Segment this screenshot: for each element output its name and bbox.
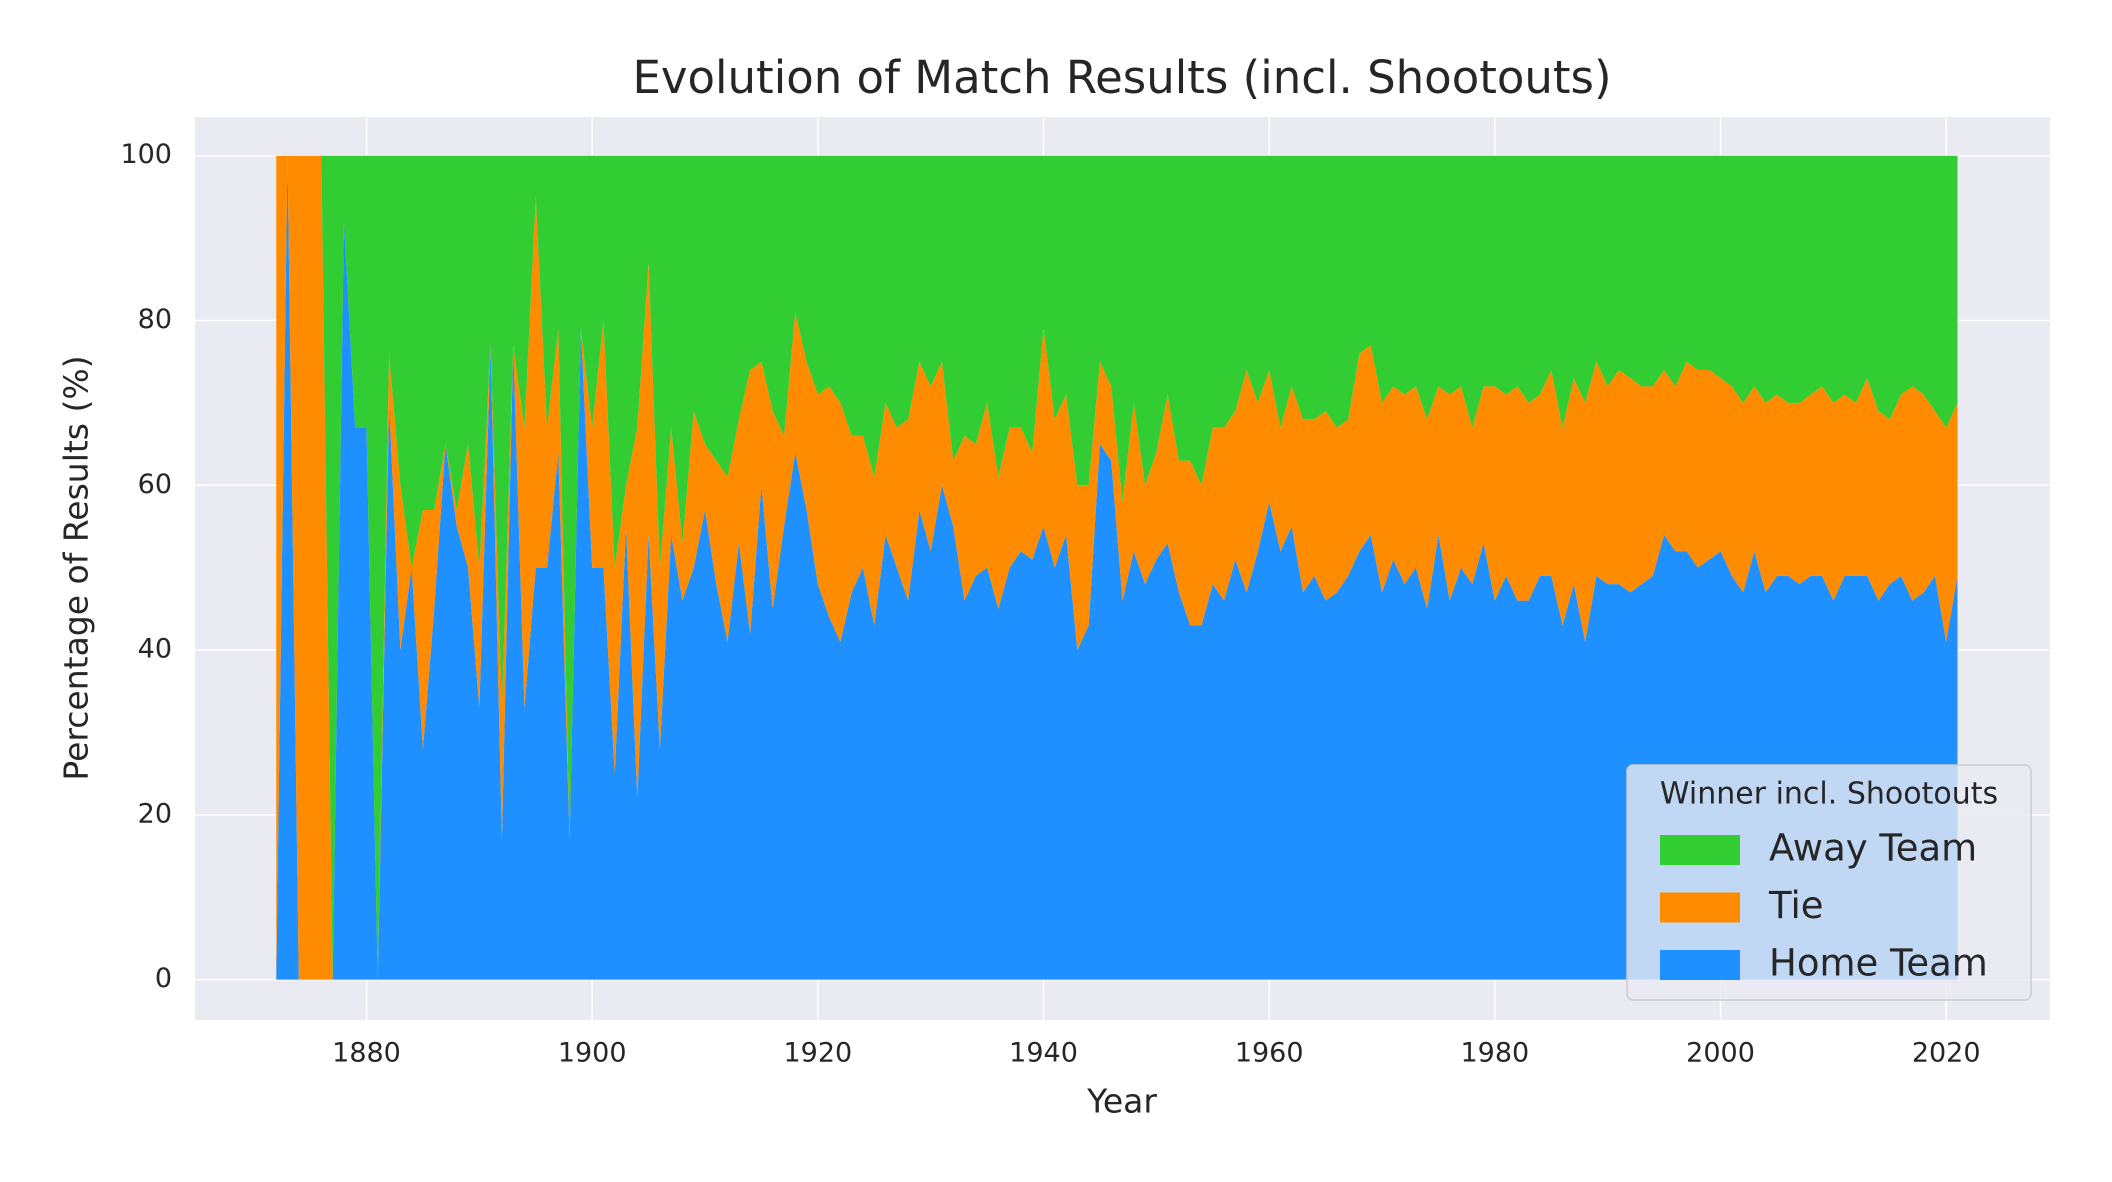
x-axis-label: Year [1086, 1082, 1157, 1121]
areas [276, 155, 1958, 980]
x-tick-label: 1900 [558, 1038, 627, 1069]
y-tick-label: 80 [138, 304, 172, 335]
area [276, 155, 1958, 980]
legend: Winner incl. Shootouts Away Team Tie Home T… [1626, 764, 2032, 1001]
area [276, 155, 1958, 980]
legend-box [1626, 764, 2032, 1001]
legend-label: Away Team [1769, 827, 1977, 870]
x-tick-label: 2000 [1686, 1038, 1755, 1069]
y-tick-label: 20 [138, 798, 172, 829]
legend-title: Winner incl. Shootouts [1660, 777, 1998, 812]
x-tick-label: 1980 [1460, 1038, 1529, 1069]
legend-swatch [1660, 950, 1740, 980]
x-tick-label: 1880 [332, 1038, 401, 1069]
y-tick-label: 100 [120, 139, 172, 170]
legend-label: Tie [1768, 884, 1824, 927]
y-axis-label: Percentage of Results (%) [57, 355, 96, 780]
x-tick-label: 1960 [1235, 1038, 1304, 1069]
chart-title: Evolution of Match Results (incl. Shooto… [632, 51, 1611, 104]
legend-swatch [1660, 835, 1740, 865]
ticks: 0 20 40 60 80 100 1880 1900 1920 1940 1960 1980 2000… [120, 139, 1980, 1068]
area [276, 155, 1958, 980]
y-tick-label: 40 [138, 634, 172, 665]
legend-label: Home Team [1769, 942, 1988, 985]
x-tick-label: 1920 [783, 1038, 852, 1069]
y-tick-label: 0 [155, 963, 172, 994]
legend-swatch [1660, 892, 1740, 923]
x-tick-label: 2020 [1912, 1038, 1981, 1069]
y-tick-label: 60 [138, 469, 172, 500]
x-tick-label: 1940 [1009, 1038, 1078, 1069]
